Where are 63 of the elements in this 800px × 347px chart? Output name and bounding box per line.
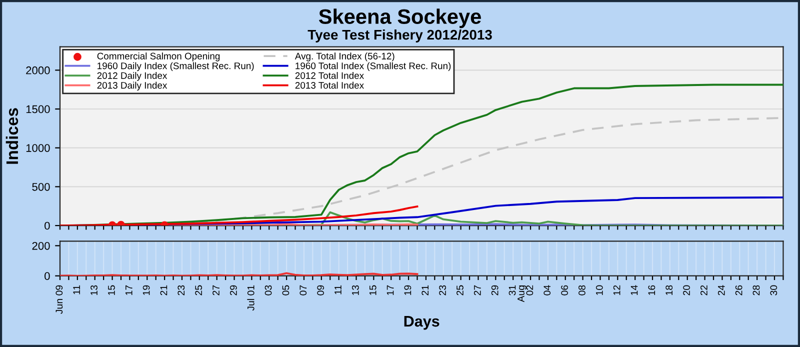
y-tick-label: 0: [44, 272, 50, 280]
x-tick-label: 27: [212, 285, 220, 296]
y-tick-label: 1000: [26, 144, 50, 152]
x-tick-label: 31: [508, 285, 516, 296]
x-axis-title: Days: [404, 316, 440, 330]
legend-label: 2013 Total Index: [295, 82, 364, 89]
y-tick-label: 1500: [26, 105, 50, 114]
x-tick-label: 22: [700, 285, 708, 296]
x-tick-label: 06: [561, 285, 568, 296]
x-tick-label: Jun 09: [56, 285, 63, 314]
x-tick-label: 26: [735, 285, 742, 296]
x-tick-label: 25: [456, 285, 464, 296]
x-tick-label: 28: [752, 285, 760, 296]
x-tick-label: 21: [422, 285, 428, 296]
x-tick-label: 30: [770, 285, 778, 296]
x-tick-label: Aug: [518, 286, 526, 302]
y-tick-label: 500: [32, 182, 50, 191]
x-tick-label: 15: [370, 285, 376, 295]
x-tick-label: 13: [90, 285, 98, 295]
y-tick-label: 2000: [26, 66, 50, 74]
y-tick-label: 0: [44, 222, 50, 230]
x-tick-label: 15: [108, 285, 115, 295]
x-tick-label: 19: [404, 285, 412, 295]
x-tick-label: 29: [491, 285, 498, 296]
y-tick-label: 200: [32, 242, 50, 250]
x-tick-label: 24: [718, 285, 725, 296]
x-tick-label: 10: [596, 285, 603, 295]
x-tick-label: 21: [160, 285, 168, 296]
chart-subtitle: Tyee Test Fishery 2012/2013: [308, 29, 492, 42]
x-tick-label: 23: [439, 285, 446, 296]
x-tick-label: 11: [73, 285, 80, 294]
line-series: [60, 206, 418, 226]
x-tick-label: 02: [526, 285, 534, 296]
y-axis-title: Indices: [6, 108, 18, 164]
legend-label: 2012 Total Index: [295, 72, 364, 79]
x-tick-label: 12: [613, 285, 620, 295]
legend-label: 2013 Daily Index: [97, 82, 168, 91]
legend-label: Avg. Total Index (56-12): [294, 52, 394, 62]
x-tick-label: 03: [264, 285, 272, 296]
x-tick-label: 19: [142, 285, 150, 295]
x-tick-label: 08: [578, 285, 586, 296]
x-tick-label: 13: [352, 285, 359, 295]
x-tick-label: 23: [178, 285, 185, 296]
legend-label: 1960 Daily Index (Smallest Rec. Run): [98, 62, 254, 72]
x-tick-label: 20: [683, 285, 690, 296]
x-tick-label: 29: [230, 285, 237, 296]
legend-label: Commercial Salmon Opening: [97, 52, 220, 62]
x-tick-label: 25: [195, 285, 202, 296]
x-tick-label: 05: [282, 285, 290, 296]
x-tick-label: 04: [544, 285, 551, 296]
legend-label: 2012 Daily Index: [97, 72, 168, 81]
x-tick-label: 17: [386, 285, 394, 295]
x-tick-label: 18: [666, 285, 673, 295]
x-tick-label: 16: [648, 285, 656, 295]
x-tick-label: 11: [334, 285, 342, 294]
x-tick-label: 07: [300, 285, 307, 296]
x-tick-label: 17: [126, 285, 132, 295]
chart-title: Skeena Sockeye: [318, 8, 481, 28]
x-tick-label: 27: [474, 285, 481, 296]
x-tick-label: 14: [630, 285, 638, 295]
x-tick-label: 09: [317, 285, 324, 296]
legend-label: 1960 Total Index (Smallest Rec. Run): [296, 62, 451, 72]
x-tick-label: Jul 01: [247, 285, 254, 311]
